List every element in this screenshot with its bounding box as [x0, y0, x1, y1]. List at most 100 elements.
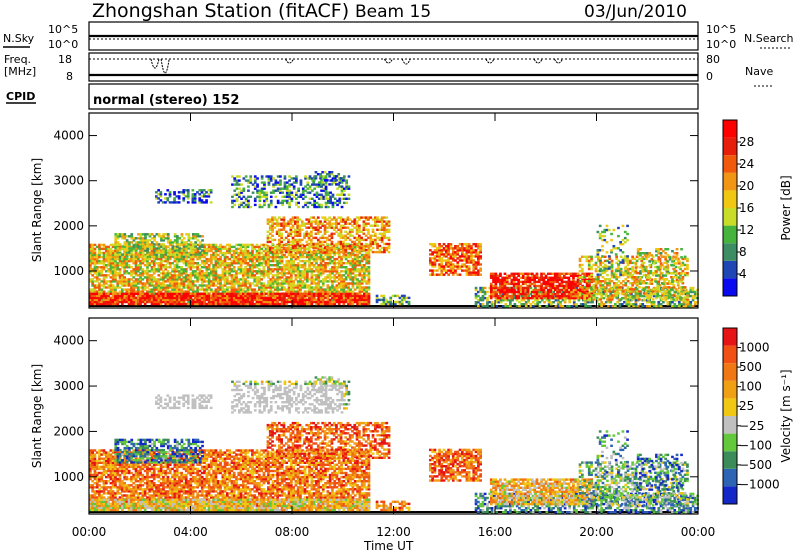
- power-cell: [191, 197, 195, 200]
- power-cell: [351, 292, 355, 296]
- power-cell: [285, 193, 289, 196]
- power-cell: [132, 253, 136, 256]
- power-cell: [187, 259, 190, 263]
- power-cell: [319, 257, 323, 261]
- power-cell: [283, 298, 286, 302]
- power-cell: [205, 272, 209, 275]
- power-cell: [132, 298, 136, 302]
- power-cell: [322, 189, 326, 192]
- power-cell: [333, 302, 337, 306]
- power-cell: [465, 255, 469, 258]
- power-cell: [305, 232, 309, 235]
- power-cell: [335, 244, 338, 248]
- power-cell: [467, 269, 471, 272]
- power-cell: [216, 280, 220, 283]
- power-cell: [196, 300, 199, 304]
- power-cell: [210, 262, 213, 265]
- power-cell: [461, 265, 464, 268]
- power-cell: [290, 193, 294, 196]
- power-cell: [274, 195, 278, 198]
- power-cell: [125, 239, 129, 242]
- power-cell: [287, 262, 291, 265]
- power-cell: [367, 300, 371, 304]
- power-cell: [121, 262, 124, 265]
- power-cell: [184, 278, 188, 281]
- power-cell: [349, 292, 352, 296]
- power-cell: [242, 282, 245, 285]
- power-cell: [127, 278, 131, 281]
- power-cell: [317, 292, 321, 296]
- power-cell: [317, 280, 321, 283]
- power-cell: [116, 245, 120, 249]
- power-cell: [356, 274, 359, 277]
- power-cell: [134, 280, 138, 283]
- power-cell: [137, 264, 140, 267]
- power-cell: [297, 205, 300, 209]
- power-cell: [125, 259, 129, 263]
- power-cell: [212, 290, 215, 293]
- power-cell: [232, 251, 236, 255]
- power-cell: [324, 302, 327, 306]
- power-cell: [358, 242, 361, 246]
- power-cell: [362, 222, 366, 225]
- power-cell: [91, 268, 94, 271]
- power-cell: [107, 245, 110, 249]
- power-cell: [332, 250, 336, 254]
- power-cell: [287, 294, 291, 298]
- power-cell: [465, 253, 469, 256]
- power-cell: [235, 278, 238, 281]
- power-cell: [328, 183, 331, 186]
- power-cell: [356, 302, 359, 306]
- power-cell: [109, 284, 113, 287]
- power-cell: [353, 236, 357, 240]
- power-cell: [175, 296, 179, 300]
- power-cell: [458, 249, 462, 252]
- power-cell: [383, 250, 386, 254]
- power-cell: [219, 247, 222, 251]
- power-cell: [290, 199, 294, 203]
- power-cell: [271, 242, 274, 246]
- power-cell: [287, 220, 290, 223]
- power-cell: [137, 298, 140, 302]
- power-cell: [367, 302, 371, 306]
- power-cell: [360, 288, 364, 291]
- power-cell: [283, 292, 286, 296]
- power-cell: [93, 266, 97, 269]
- power-cell: [374, 218, 377, 221]
- power-cell: [239, 262, 243, 265]
- power-cell: [330, 183, 334, 186]
- power-cell: [166, 280, 170, 283]
- power-cell: [333, 276, 337, 279]
- power-cell: [216, 302, 220, 306]
- power-cell: [111, 262, 115, 265]
- power-cell: [150, 302, 154, 306]
- power-cell: [221, 294, 225, 298]
- power-cell: [232, 266, 236, 269]
- power-cell: [307, 222, 311, 225]
- power-cell: [132, 294, 136, 298]
- power-cell: [433, 263, 437, 266]
- power-cell: [315, 284, 318, 287]
- power-cell: [315, 276, 318, 279]
- power-cell: [134, 278, 138, 281]
- power-cell: [255, 251, 259, 255]
- power-cell: [143, 288, 147, 291]
- power-cell: [291, 218, 295, 221]
- power-cell: [344, 278, 348, 281]
- power-cell: [210, 257, 213, 261]
- power-cell: [278, 257, 282, 261]
- power-cell: [387, 224, 391, 227]
- power-cell: [175, 294, 179, 298]
- power-cell: [429, 263, 432, 266]
- power-cell: [256, 177, 259, 180]
- power-cell: [137, 253, 140, 256]
- power-cell: [328, 257, 332, 261]
- power-cell: [198, 201, 202, 204]
- power-cell: [445, 251, 448, 254]
- power-cell: [348, 238, 352, 242]
- power-cell: [283, 177, 287, 180]
- power-cell: [284, 250, 288, 254]
- power-cell: [324, 290, 327, 293]
- power-cell: [134, 298, 138, 302]
- power-cell: [251, 266, 254, 269]
